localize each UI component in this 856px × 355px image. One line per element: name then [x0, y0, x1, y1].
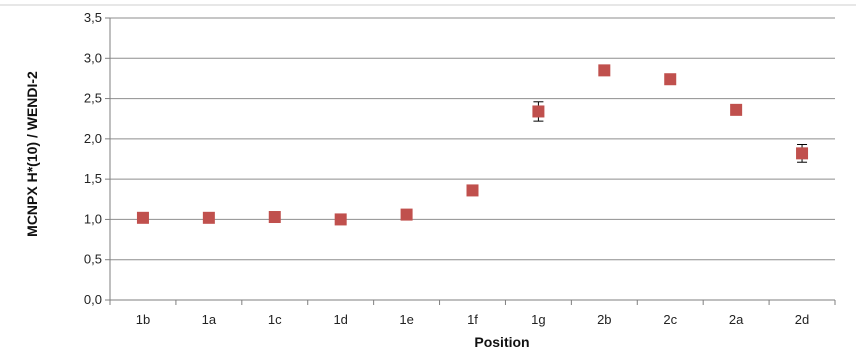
- x-tick-label: 2a: [729, 312, 744, 327]
- data-point-marker: [730, 103, 743, 116]
- data-point-marker: [334, 213, 347, 226]
- data-point-marker: [466, 184, 479, 197]
- data-point-marker: [268, 211, 281, 224]
- y-tick-label: 0,5: [84, 252, 102, 267]
- grid-lines: [110, 17, 835, 261]
- tick-labels: 0,0 0,5 1,0 1,5 2,0 2,5 3,0 3,5 1b 1a 1c 1d 1e 1f 1g 2b…: [84, 10, 809, 327]
- y-tick-label: 3,5: [84, 10, 102, 25]
- y-tick-label: 2,0: [84, 131, 102, 146]
- y-tick-label: 1,5: [84, 171, 102, 186]
- y-tick-label: 0,0: [84, 292, 102, 307]
- x-tick-label: 1b: [136, 312, 150, 327]
- data-point-marker: [532, 105, 545, 118]
- x-tick-label: 1g: [531, 312, 545, 327]
- data-point-marker: [400, 208, 413, 221]
- y-tick-label: 1,0: [84, 211, 102, 226]
- x-tick-label: 2b: [597, 312, 611, 327]
- axes: [105, 17, 836, 305]
- x-tick-label: 1e: [399, 312, 413, 327]
- x-axis-title: Position: [474, 334, 529, 350]
- data-points: [136, 64, 809, 226]
- x-tick-label: 2c: [663, 312, 677, 327]
- x-tick-label: 1a: [202, 312, 217, 327]
- data-point-marker: [664, 73, 677, 86]
- data-point-marker: [202, 211, 215, 224]
- y-tick-label: 2,5: [84, 91, 102, 106]
- data-point-marker: [598, 64, 611, 77]
- x-tick-label: 1c: [268, 312, 282, 327]
- x-tick-label: 2d: [795, 312, 809, 327]
- data-point-marker: [796, 147, 809, 160]
- y-tick-label: 3,0: [84, 50, 102, 65]
- x-tick-label: 1f: [467, 312, 478, 327]
- x-tick-label: 1d: [333, 312, 347, 327]
- y-axis-title: MCNPX H*(10) / WENDI-2: [24, 71, 40, 237]
- data-point-marker: [136, 211, 149, 224]
- error-bars: [467, 101, 808, 195]
